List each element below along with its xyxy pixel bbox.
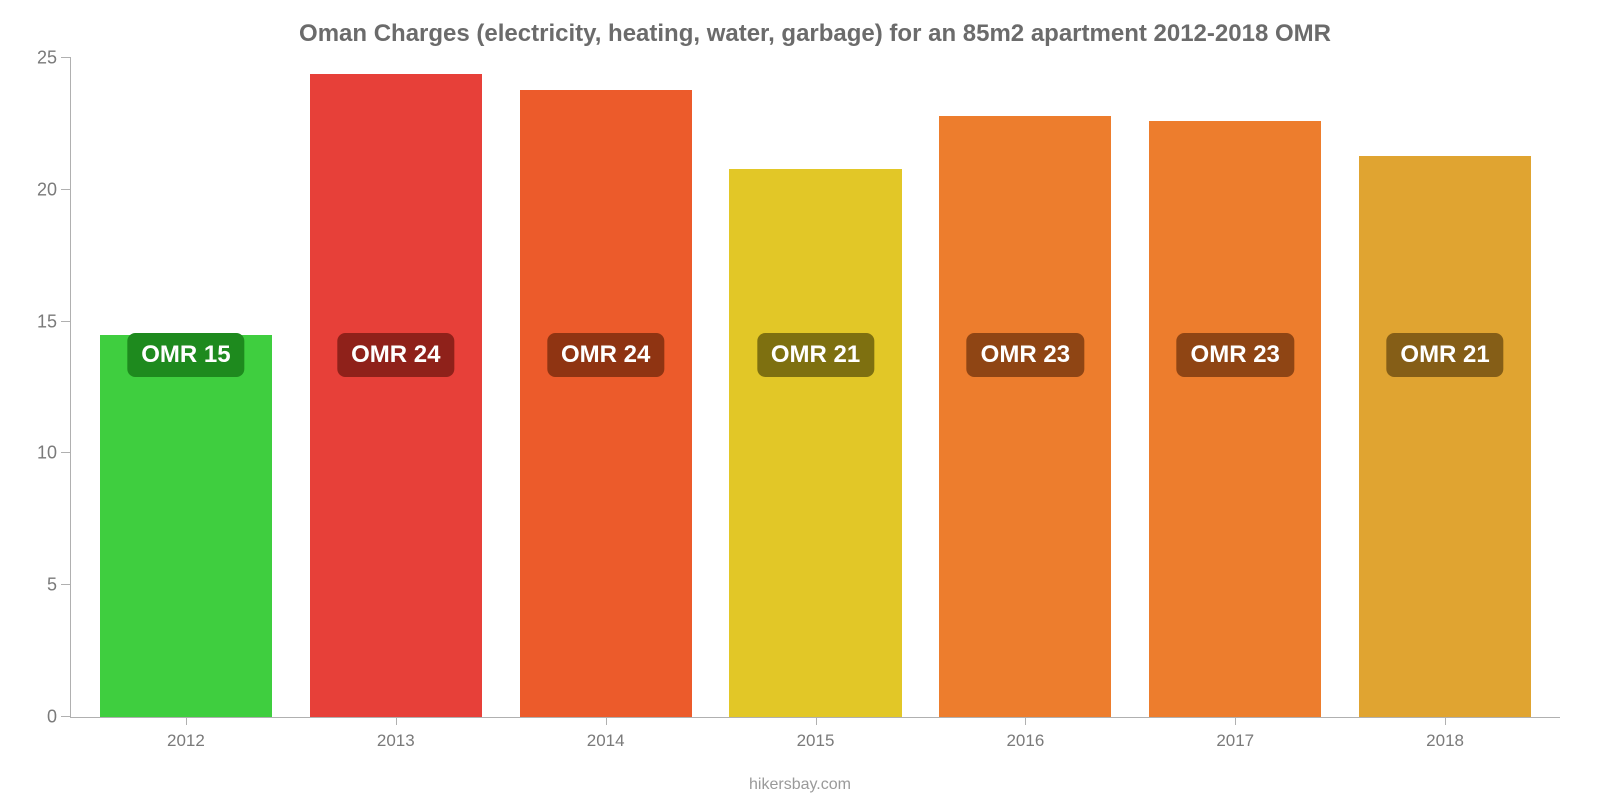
bar-value-label: OMR 21 (757, 333, 874, 377)
bar: OMR 21 (1359, 156, 1531, 717)
bar-slot: OMR 15 (81, 58, 291, 717)
bar: OMR 24 (520, 90, 692, 717)
bar-value-label: OMR 21 (1386, 333, 1503, 377)
chart-container: Oman Charges (electricity, heating, wate… (0, 0, 1600, 800)
bar-slot: OMR 24 (501, 58, 711, 717)
y-tick-label: 20 (37, 179, 71, 200)
bars-layer: OMR 15 OMR 24 OMR 24 OMR 21 OMR 23 OMR 23 OMR … (71, 58, 1560, 717)
y-tick-label: 0 (47, 707, 71, 728)
bar: OMR 24 (310, 74, 482, 717)
y-tick-label: 5 (47, 575, 71, 596)
y-tick-label: 25 (37, 48, 71, 69)
bar: OMR 23 (939, 116, 1111, 717)
plot-area: OMR 15 OMR 24 OMR 24 OMR 21 OMR 23 OMR 23 OMR … (70, 58, 1560, 718)
bar-slot: OMR 23 (920, 58, 1130, 717)
chart-title: Oman Charges (electricity, heating, wate… (70, 20, 1560, 48)
bar-value-label: OMR 23 (1177, 333, 1294, 377)
bar-slot: OMR 23 (1130, 58, 1340, 717)
bar-slot: OMR 24 (291, 58, 501, 717)
bar: OMR 15 (100, 335, 272, 717)
y-tick-label: 15 (37, 311, 71, 332)
x-tick-label: 2014 (501, 717, 711, 751)
bar-value-label: OMR 24 (337, 333, 454, 377)
x-tick-label: 2018 (1340, 717, 1550, 751)
bar-value-label: OMR 24 (547, 333, 664, 377)
attribution-text: hikersbay.com (0, 776, 1600, 794)
bar: OMR 23 (1149, 121, 1321, 717)
x-tick-label: 2012 (81, 717, 291, 751)
x-tick-label: 2016 (920, 717, 1130, 751)
x-axis: 2012201320142015201620172018 (71, 717, 1560, 751)
y-tick-label: 10 (37, 443, 71, 464)
bar-slot: OMR 21 (1340, 58, 1550, 717)
bar-value-label: OMR 23 (967, 333, 1084, 377)
x-tick-label: 2017 (1130, 717, 1340, 751)
bar-value-label: OMR 15 (127, 333, 244, 377)
x-tick-label: 2013 (291, 717, 501, 751)
bar-slot: OMR 21 (711, 58, 921, 717)
x-tick-label: 2015 (711, 717, 921, 751)
bar: OMR 21 (729, 169, 901, 717)
